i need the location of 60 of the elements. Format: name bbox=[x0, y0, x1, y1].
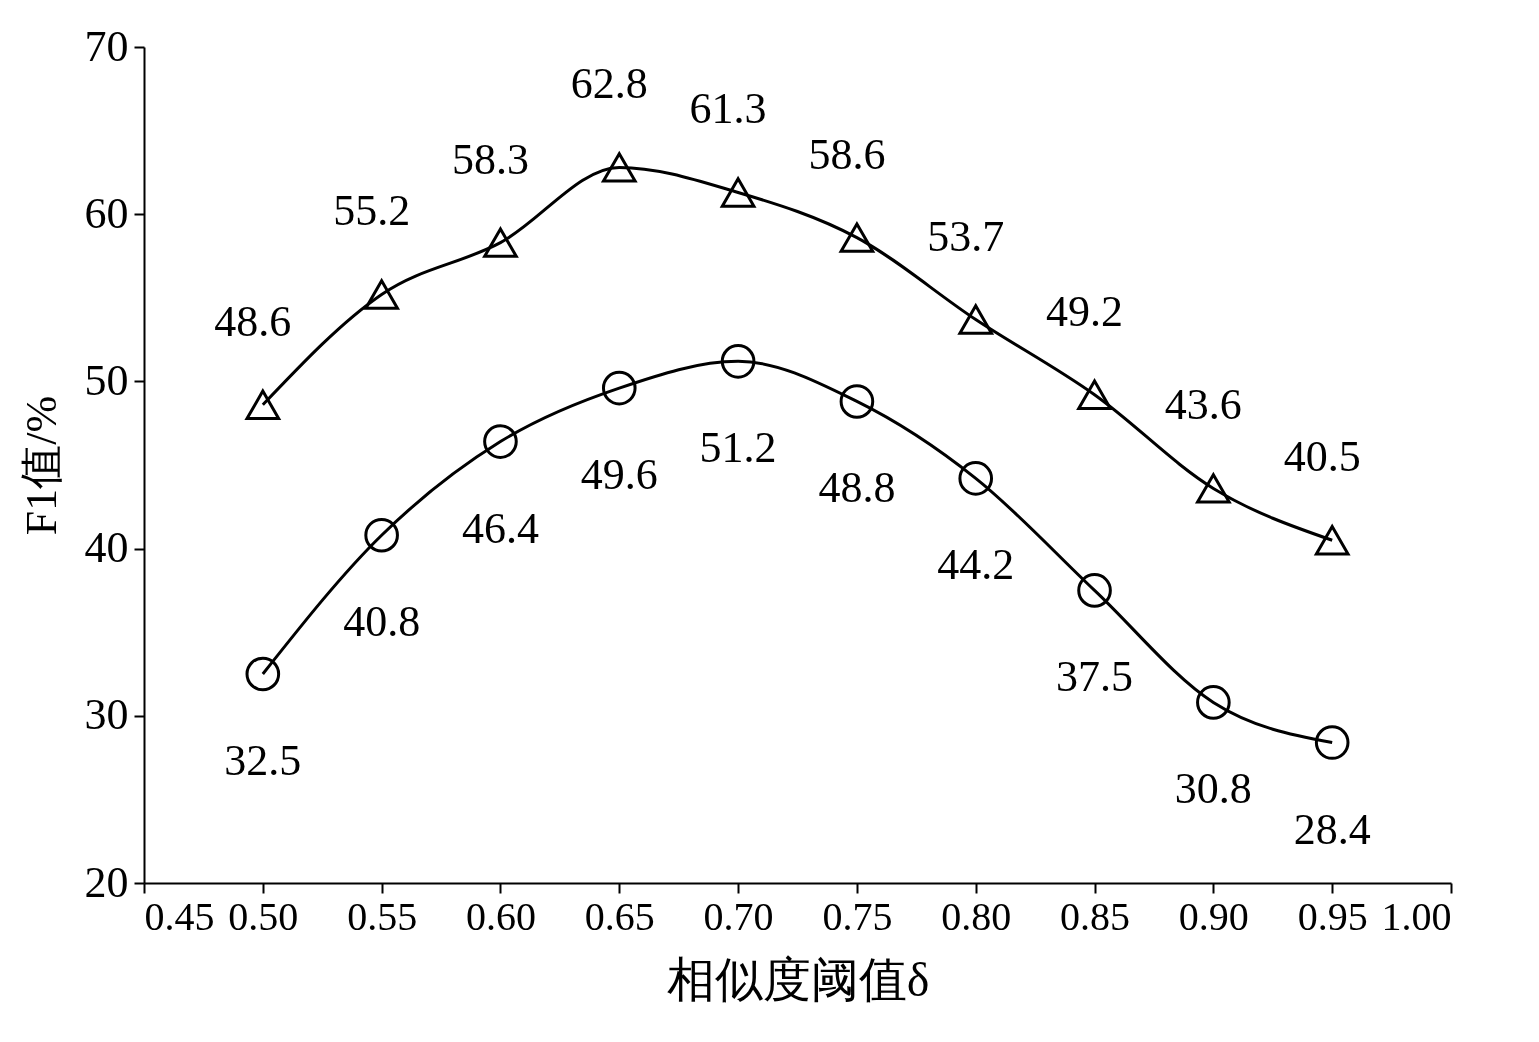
x-tick-label: 0.75 bbox=[822, 893, 893, 939]
y-tick-label: 70 bbox=[84, 21, 129, 71]
y-tick-label: 20 bbox=[84, 857, 129, 907]
data-label: 49.2 bbox=[1046, 286, 1124, 336]
data-label: 61.3 bbox=[689, 84, 767, 134]
point bbox=[483, 424, 518, 459]
point bbox=[839, 384, 875, 419]
point bbox=[601, 152, 637, 183]
data-label: 49.6 bbox=[580, 450, 658, 500]
data-label: 46.4 bbox=[461, 503, 539, 553]
data-label: 58.3 bbox=[451, 134, 529, 184]
x-tick-label: 0.45 bbox=[144, 893, 215, 939]
point bbox=[1196, 473, 1231, 504]
y-tick-label: 40 bbox=[84, 523, 129, 573]
data-label: 40.5 bbox=[1283, 432, 1361, 482]
data-label: 58.6 bbox=[808, 129, 886, 179]
data-label: 44.2 bbox=[937, 540, 1015, 590]
data-label: 55.2 bbox=[333, 186, 411, 236]
point bbox=[1314, 725, 1350, 760]
data-label: 43.6 bbox=[1164, 380, 1242, 430]
y-tick-label: 60 bbox=[84, 188, 129, 238]
point bbox=[1314, 525, 1350, 556]
data-label: 48.8 bbox=[818, 463, 896, 513]
point bbox=[364, 279, 399, 310]
data-label: 48.6 bbox=[214, 296, 292, 346]
y-tick-label: 30 bbox=[84, 690, 129, 740]
point bbox=[958, 461, 994, 496]
x-tick-label: 0.90 bbox=[1178, 893, 1249, 939]
data-label: 51.2 bbox=[699, 423, 777, 473]
point bbox=[601, 370, 637, 406]
data-label: 28.4 bbox=[1293, 804, 1371, 854]
point bbox=[720, 177, 756, 208]
data-label: 53.7 bbox=[927, 211, 1005, 261]
point bbox=[364, 517, 399, 553]
point bbox=[483, 227, 518, 258]
point bbox=[245, 389, 281, 420]
x-tick-label: 0.70 bbox=[703, 893, 774, 939]
x-tick-label: 1.00 bbox=[1381, 893, 1452, 939]
data-label: 62.8 bbox=[570, 59, 648, 109]
point bbox=[958, 304, 994, 335]
x-tick-label: 0.80 bbox=[941, 893, 1012, 939]
point bbox=[1196, 685, 1231, 720]
x-tick-label: 0.60 bbox=[465, 893, 536, 939]
x-tick-label: 0.65 bbox=[584, 893, 655, 939]
point bbox=[1077, 379, 1112, 410]
y-tick-label: 50 bbox=[84, 355, 129, 405]
point bbox=[720, 344, 756, 379]
data-label: 37.5 bbox=[1056, 652, 1134, 702]
x-axis-title: 相似度阈值δ bbox=[666, 952, 930, 1006]
x-tick-label: 0.95 bbox=[1297, 893, 1368, 939]
data-label: 32.5 bbox=[224, 736, 302, 785]
x-tick-label: 0.50 bbox=[228, 893, 299, 939]
point bbox=[245, 656, 281, 692]
data-label: 30.8 bbox=[1174, 764, 1252, 814]
point bbox=[1077, 573, 1112, 608]
x-tick-label: 0.85 bbox=[1060, 893, 1131, 939]
data-label: 40.8 bbox=[343, 597, 421, 647]
point bbox=[839, 222, 875, 253]
x-tick-label: 0.55 bbox=[347, 893, 418, 939]
y-axis-title: F1值/% bbox=[16, 395, 66, 536]
